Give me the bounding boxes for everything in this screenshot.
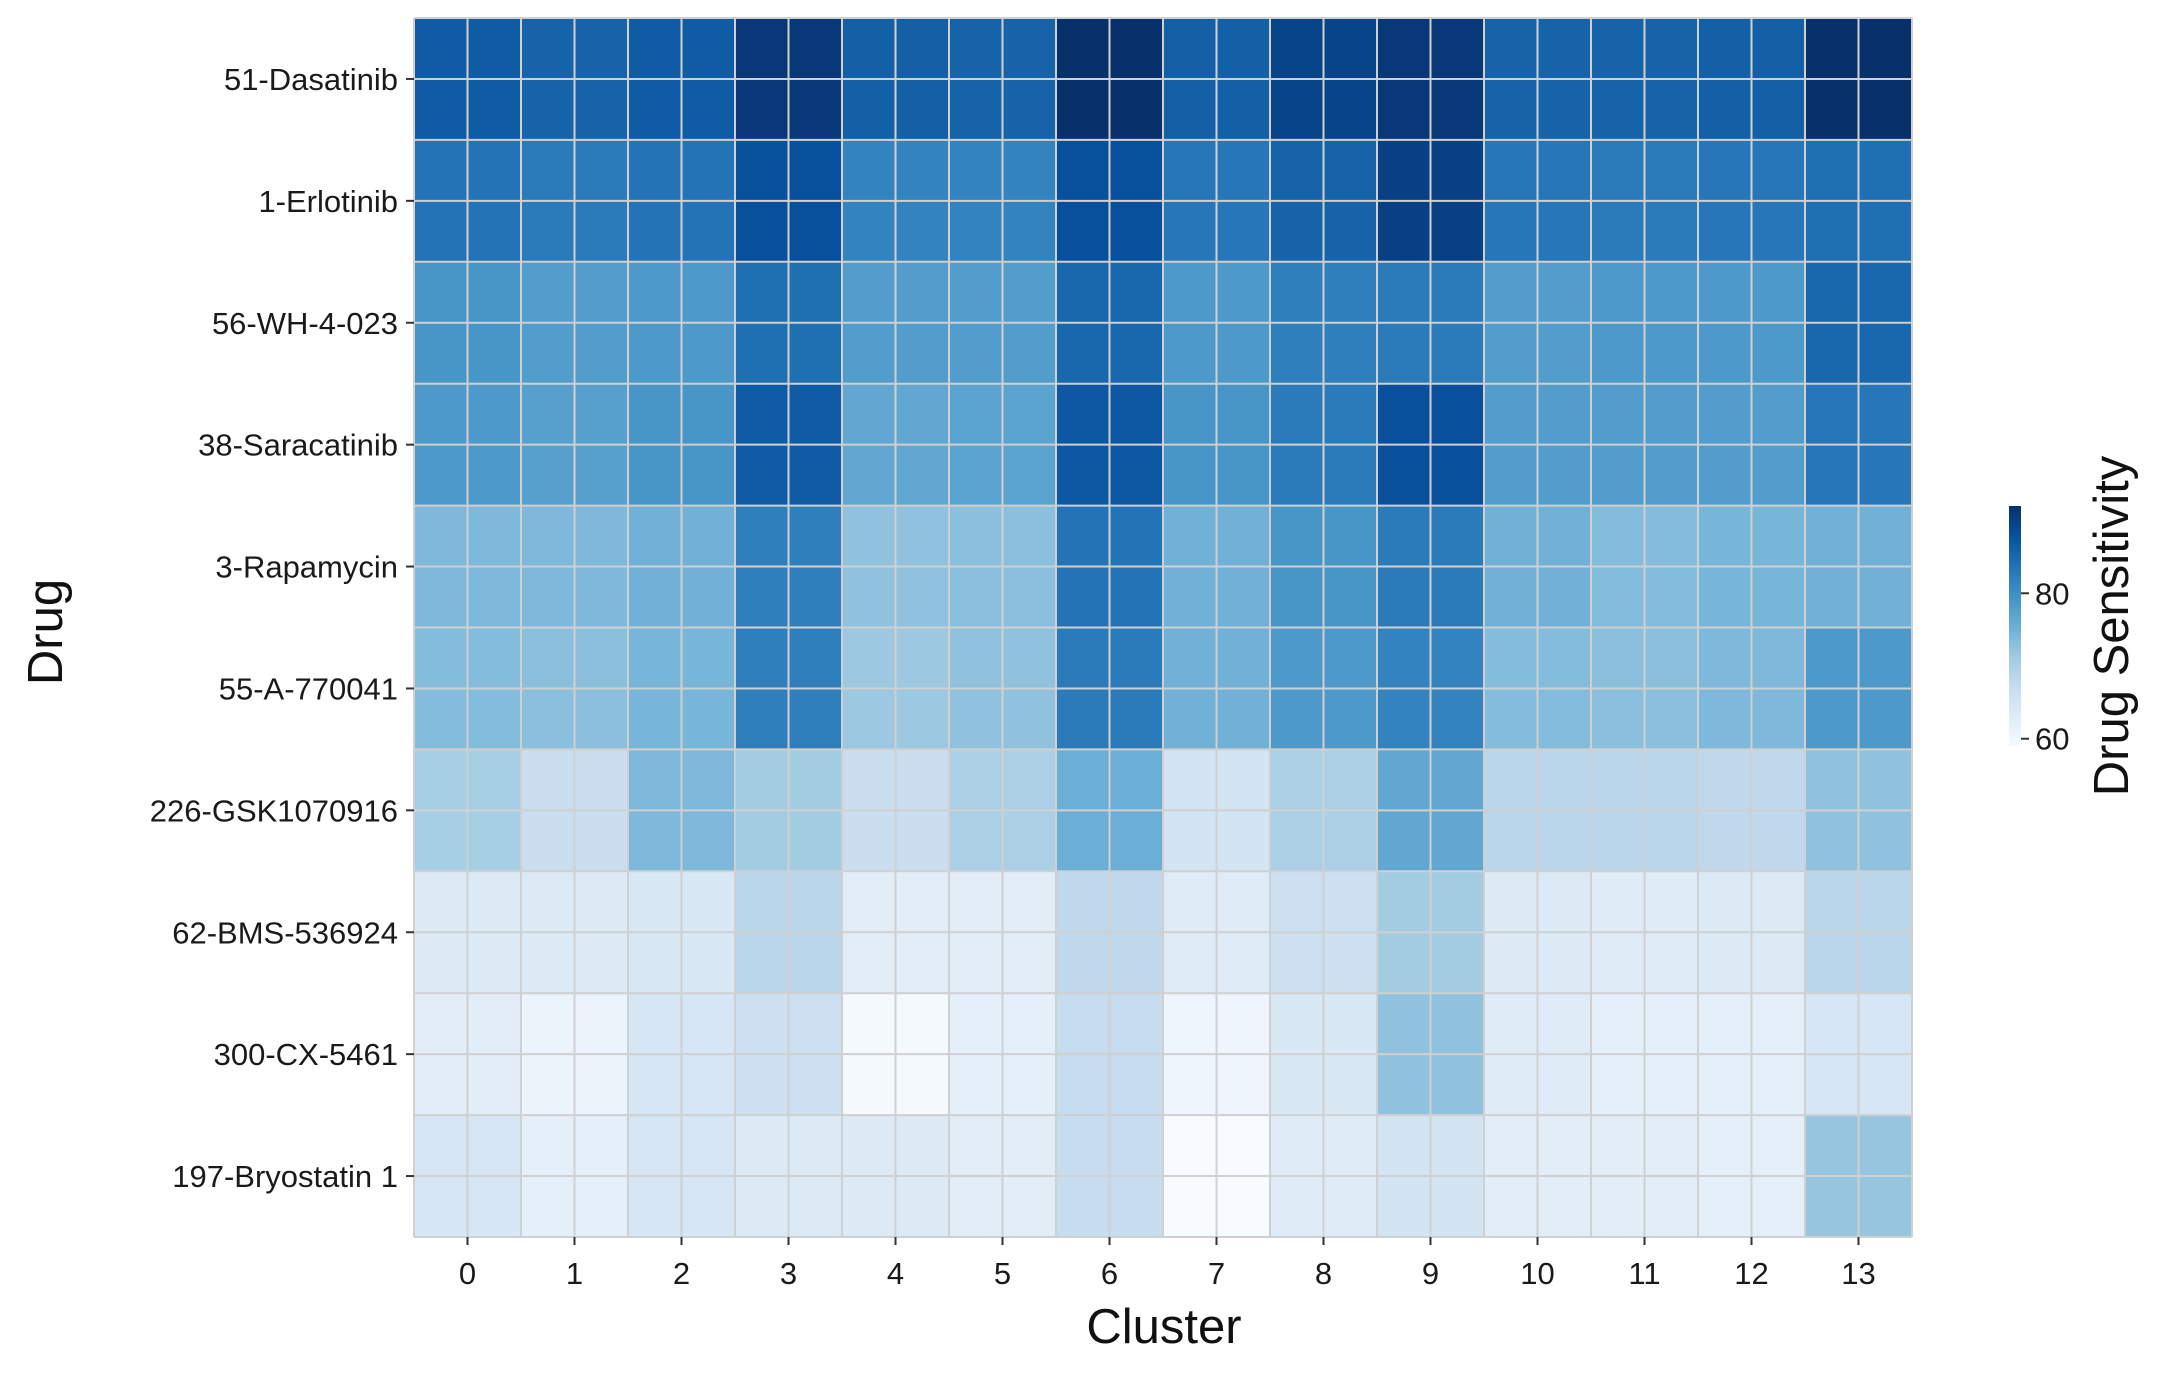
- x-tick-label: 4: [887, 1256, 904, 1291]
- colorbar-tick-label: 60: [2035, 722, 2069, 757]
- colorbar-tick-label: 80: [2035, 576, 2069, 611]
- y-tick-label: 300-CX-5461: [214, 1037, 398, 1072]
- x-tick-label: 7: [1208, 1256, 1225, 1291]
- x-tick-label: 11: [1628, 1256, 1660, 1291]
- x-axis-label: Cluster: [1086, 1300, 1241, 1354]
- y-tick-label: 38-Saracatinib: [198, 428, 398, 463]
- x-tick-label: 0: [459, 1256, 476, 1291]
- y-tick-label: 226-GSK1070916: [150, 793, 398, 828]
- y-tick-label: 197-Bryostatin 1: [172, 1159, 398, 1194]
- x-tick-label: 3: [780, 1256, 797, 1291]
- y-tick-label: 62-BMS-536924: [172, 915, 398, 950]
- x-tick-label: 1: [566, 1256, 583, 1291]
- y-tick-label: 51-Dasatinib: [224, 62, 398, 97]
- y-tick-label: 55-A-770041: [219, 671, 398, 706]
- x-tick-label: 9: [1422, 1256, 1439, 1291]
- x-axis-ticks: 0 1 2 3 4 5 6 7 8 9 10 11 12 13: [459, 1237, 1876, 1291]
- y-tick-label: 3-Rapamycin: [215, 550, 398, 585]
- y-tick-label: 1-Erlotinib: [258, 184, 398, 219]
- x-tick-label: 6: [1101, 1256, 1118, 1291]
- x-tick-label: 12: [1734, 1256, 1768, 1291]
- x-tick-label: 5: [994, 1256, 1011, 1291]
- y-axis-ticks: 51-Dasatinib 1-Erlotinib 56-WH-4-023 38-Sar…: [150, 62, 414, 1194]
- y-tick-label: 56-WH-4-023: [212, 306, 398, 341]
- x-tick-label: 8: [1315, 1256, 1332, 1291]
- colorbar-label: Drug Sensitivity: [2085, 455, 2139, 796]
- x-tick-label: 2: [673, 1256, 690, 1291]
- heatmap-gridlines: [413, 17, 1913, 1238]
- colorbar-gradient: [2009, 506, 2021, 746]
- colorbar-ticks: 60 80: [2021, 576, 2069, 757]
- colorbar: 60 80 Drug Sensitivity: [2009, 455, 2139, 796]
- x-tick-label: 10: [1520, 1256, 1554, 1291]
- y-axis-label: Drug: [19, 579, 73, 685]
- x-tick-label: 13: [1841, 1256, 1875, 1291]
